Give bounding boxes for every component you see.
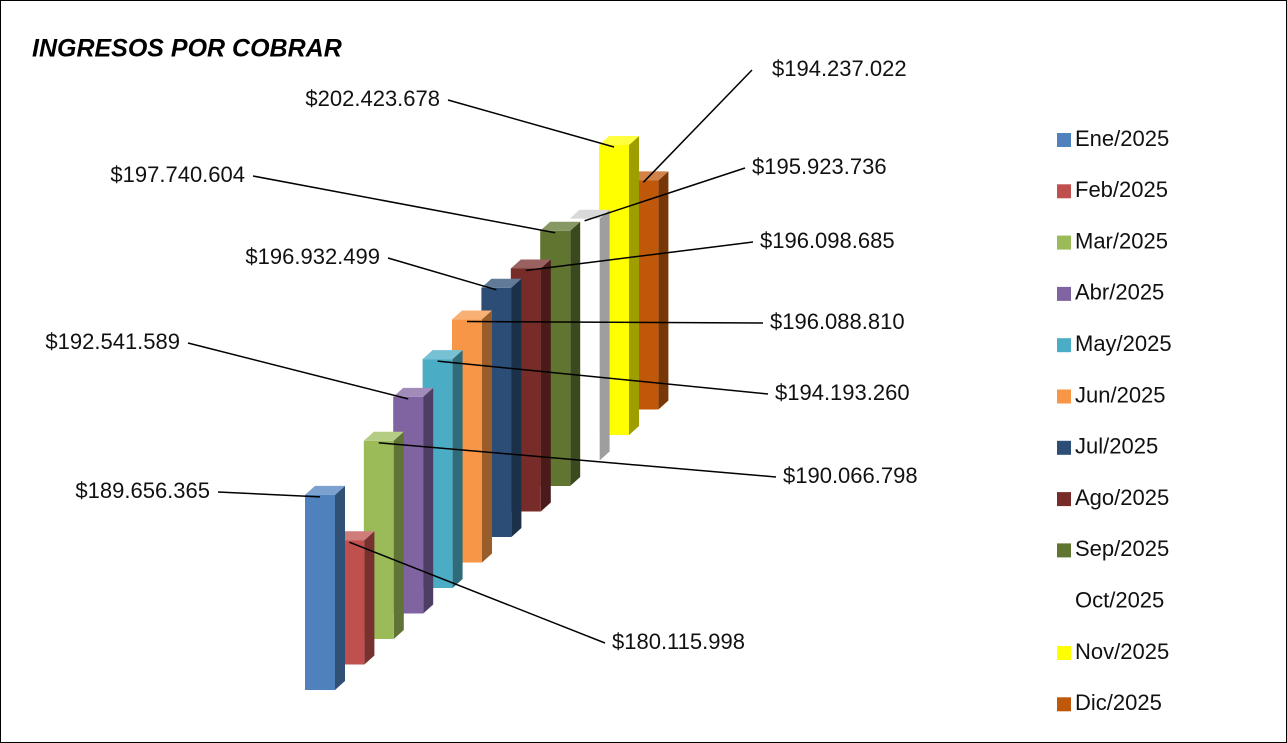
legend-swatch [1057, 184, 1071, 199]
leader-line [217, 491, 321, 498]
legend-label: Abr/2025 [1075, 280, 1164, 305]
leader-line [642, 69, 753, 183]
leader-line [466, 320, 764, 324]
bar-side [540, 259, 551, 512]
chart-title: INGRESOS POR COBRAR [32, 35, 342, 63]
legend-label: Oct/2025 [1075, 588, 1164, 613]
bar [305, 485, 345, 690]
legend-label: May/2025 [1075, 331, 1172, 356]
bar-side [570, 221, 581, 486]
bar-front [305, 494, 335, 690]
bar-top [422, 350, 463, 360]
value-label: $196.098.685 [760, 228, 895, 253]
bar-top [510, 259, 551, 269]
legend-label: Dic/2025 [1075, 690, 1162, 715]
leader-line [447, 99, 615, 148]
value-label: $196.088.810 [770, 309, 905, 334]
legend-swatch [1057, 286, 1071, 301]
legend-label: Ene/2025 [1075, 126, 1169, 151]
legend-label: Sep/2025 [1075, 536, 1169, 561]
legend-swatch [1057, 133, 1071, 147]
value-label: $195.923.736 [752, 154, 887, 179]
bar-side [599, 209, 610, 461]
value-label: $202.423.678 [305, 86, 440, 111]
value-label: $196.932.499 [245, 244, 380, 269]
bar-side [658, 171, 669, 410]
bar-side [452, 350, 463, 588]
legend-swatch [1057, 543, 1071, 558]
value-label: $194.193.260 [775, 380, 910, 405]
leader-line [349, 541, 606, 644]
value-label: $190.066.798 [783, 463, 918, 488]
value-label: $192.541.589 [45, 329, 180, 354]
bar-top [599, 136, 639, 145]
legend-swatch [1057, 594, 1071, 609]
bar-top [363, 431, 404, 441]
legend-label: Jul/2025 [1075, 434, 1158, 459]
bar-side [335, 485, 345, 690]
value-label: $189.656.365 [75, 478, 210, 503]
bar-side [364, 531, 375, 665]
legend-label: Nov/2025 [1075, 639, 1169, 664]
bar-side [511, 278, 522, 537]
bar-top [540, 221, 581, 231]
value-label: $180.115.998 [612, 629, 745, 654]
leader-line [525, 241, 754, 272]
legend-swatch [1057, 697, 1071, 712]
legend-swatch [1057, 646, 1071, 660]
bar-side [629, 136, 639, 435]
legend-label: Feb/2025 [1075, 177, 1168, 202]
bar-side [393, 431, 404, 639]
legend-swatch [1057, 338, 1071, 353]
legend-label: Jun/2025 [1075, 382, 1166, 407]
leader-line [387, 257, 497, 291]
legend-swatch [1057, 492, 1071, 507]
value-label: $194.237.022 [772, 56, 907, 81]
legend-swatch [1057, 235, 1071, 250]
bar-top [481, 278, 522, 288]
value-label: $197.740.604 [110, 162, 245, 187]
legend-label: Mar/2025 [1075, 228, 1168, 253]
leader-line [378, 442, 777, 478]
leader-line [584, 167, 746, 222]
bar-top [305, 485, 345, 495]
bar-side [423, 387, 434, 614]
leader-line [252, 175, 556, 234]
legend-label: Ago/2025 [1075, 485, 1169, 510]
leader-line [187, 342, 409, 400]
bar-top [452, 310, 492, 320]
legend-swatch [1057, 440, 1071, 455]
leader-line [437, 360, 769, 395]
bar-top [393, 387, 434, 397]
bar-side [482, 310, 492, 563]
legend-swatch [1057, 389, 1071, 404]
